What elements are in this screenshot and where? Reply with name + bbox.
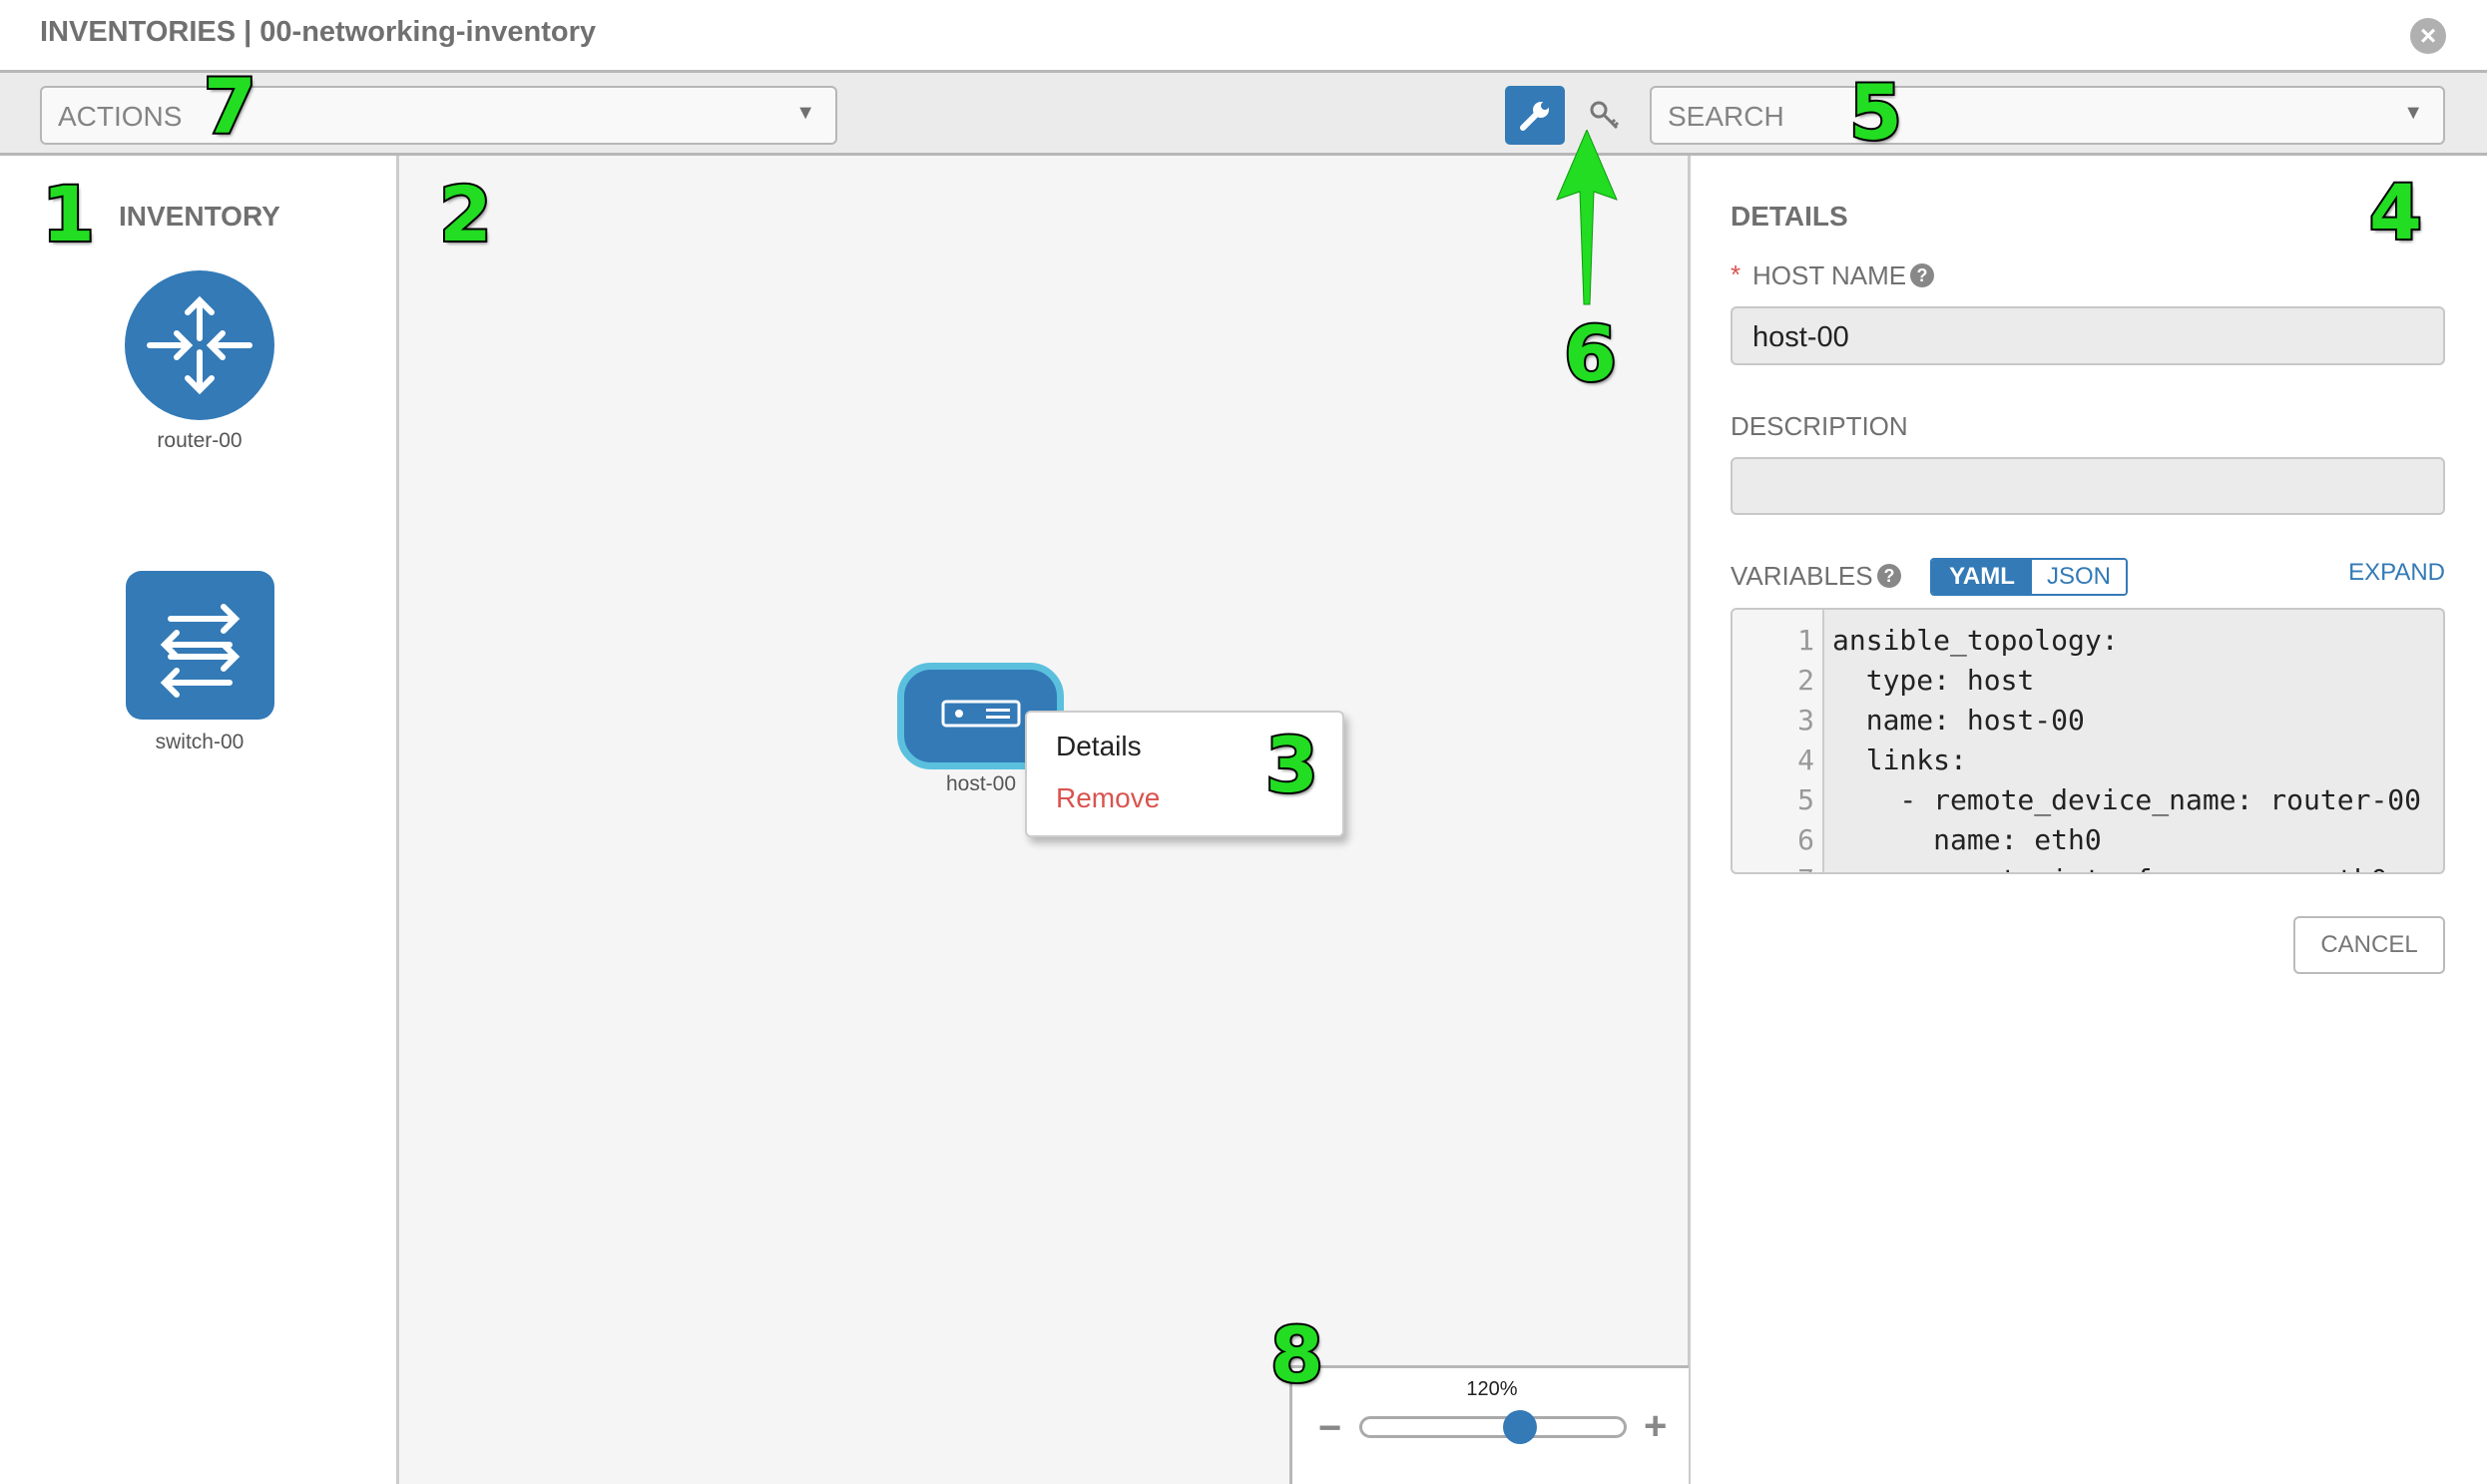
server-icon <box>941 700 1021 728</box>
chevron-down-icon: ▼ <box>795 102 815 124</box>
title-bar: INVENTORIES | 00-networking-inventory × <box>0 0 2487 73</box>
code-line: links: <box>1832 743 1967 776</box>
annotation-1: 1 <box>40 168 97 260</box>
line-number: 5 <box>1797 783 1814 816</box>
annotation-5: 5 <box>1847 66 1904 159</box>
code-line: remote_interface_name: eth0 <box>1832 863 2387 872</box>
code-line: type: host <box>1832 664 2035 697</box>
line-gutter: 1 2 3 4 5 6 7 <box>1733 610 1824 872</box>
code-line: ansible_topology: <box>1832 624 2119 657</box>
line-number: 7 <box>1797 863 1814 872</box>
code-line: name: eth0 <box>1832 823 2102 856</box>
zoom-in-button[interactable]: + <box>1644 1404 1668 1448</box>
close-icon[interactable]: × <box>2410 18 2446 54</box>
key-icon[interactable] <box>1587 98 1623 134</box>
router-00-label: router-00 <box>157 429 243 452</box>
menu-item-remove[interactable]: Remove <box>1056 782 1161 813</box>
code-line: name: host-00 <box>1832 704 2085 737</box>
search-dropdown[interactable]: SEARCH ▼ <box>1650 86 2445 145</box>
zoom-slider[interactable] <box>1359 1416 1627 1438</box>
page-title: INVENTORIES | 00-networking-inventory <box>40 16 597 48</box>
required-mark: * <box>1731 259 1741 289</box>
line-number: 2 <box>1797 664 1814 697</box>
help-icon[interactable]: ? <box>1910 263 1934 287</box>
zoom-level: 120% <box>1466 1378 1518 1400</box>
zoom-slider-handle[interactable] <box>1502 1410 1537 1444</box>
wrench-icon <box>1520 102 1549 131</box>
inventory-panel: INVENTORY router-00 switch-00 <box>0 156 399 1484</box>
variables-label: VARIABLES <box>1731 561 1873 591</box>
menu-item-details[interactable]: Details <box>1056 731 1142 761</box>
host-name-value: host-00 <box>1752 321 1849 353</box>
zoom-out-button[interactable]: − <box>1318 1406 1342 1450</box>
annotation-4: 4 <box>2367 166 2424 258</box>
yaml-toggle[interactable]: YAML <box>1932 560 2032 594</box>
router-icon <box>147 295 252 395</box>
search-placeholder: SEARCH <box>1668 101 1784 132</box>
inventory-title: INVENTORY <box>119 201 280 232</box>
annotation-2: 2 <box>437 168 494 260</box>
actions-dropdown[interactable]: ACTIONS ▼ <box>40 86 837 145</box>
annotation-arrow-icon <box>1556 130 1618 305</box>
annotation-8: 8 <box>1268 1308 1325 1401</box>
help-icon[interactable]: ? <box>1877 564 1901 588</box>
json-toggle[interactable]: JSON <box>2032 560 2126 594</box>
details-title: DETAILS <box>1731 201 1848 232</box>
description-label: DESCRIPTION <box>1731 411 1908 441</box>
description-input[interactable] <box>1731 457 2445 515</box>
annotation-7: 7 <box>202 60 258 153</box>
actions-placeholder: ACTIONS <box>58 101 183 132</box>
line-number: 6 <box>1797 823 1814 856</box>
zoom-widget: 120% − + <box>1289 1365 1689 1484</box>
host-name-input[interactable]: host-00 <box>1731 306 2445 365</box>
host-name-label: HOST NAME <box>1752 260 1907 290</box>
format-toggle: YAML JSON <box>1930 558 2128 596</box>
chevron-down-icon: ▼ <box>2403 102 2423 124</box>
router-00-item[interactable] <box>125 270 274 420</box>
line-number: 4 <box>1797 743 1814 776</box>
line-number: 1 <box>1797 624 1814 657</box>
variables-editor[interactable]: 1 2 3 4 5 6 7 ansible_topology: type: host nam… <box>1731 608 2445 874</box>
annotation-6: 6 <box>1562 307 1619 400</box>
code-line: - remote_device_name: router-00 <box>1832 783 2422 816</box>
switch-00-item[interactable] <box>126 571 274 720</box>
context-menu: Details Remove <box>1025 711 1344 837</box>
host-00-label: host-00 <box>945 772 1017 795</box>
line-number: 3 <box>1797 704 1814 737</box>
cancel-button[interactable]: CANCEL <box>2293 916 2445 974</box>
annotation-3: 3 <box>1263 719 1320 811</box>
switch-00-label: switch-00 <box>155 731 245 753</box>
switch-icon <box>160 604 241 698</box>
expand-link[interactable]: EXPAND <box>2348 559 2445 586</box>
wrench-button[interactable] <box>1505 86 1565 145</box>
